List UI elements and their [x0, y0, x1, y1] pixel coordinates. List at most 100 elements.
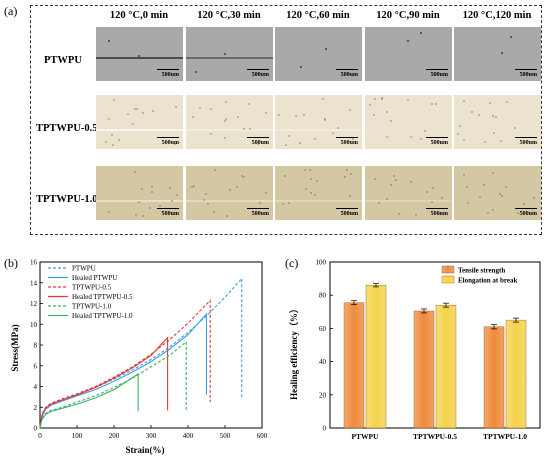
speckle [489, 102, 491, 104]
speckle [478, 114, 480, 116]
speckle [105, 141, 107, 143]
speckle [203, 199, 205, 201]
plot-frame [329, 261, 541, 429]
speckle [265, 112, 267, 114]
legend-label: TPTWPU-1.0 [72, 303, 112, 311]
scale-label: 500um [430, 211, 448, 217]
speckle [288, 135, 290, 137]
speckle [325, 48, 327, 50]
speckle [505, 186, 507, 188]
speckle [299, 142, 301, 144]
speckle [174, 143, 176, 145]
micrograph-2-4: 500um [454, 166, 541, 220]
speckle [149, 207, 151, 209]
speckle [138, 201, 140, 203]
column-header-90min: 120 °C,90 min [376, 10, 440, 21]
y-tick-label: 40 [319, 358, 327, 366]
scale-label: 500um [519, 211, 537, 217]
speckle [395, 179, 397, 181]
legend-label: PTWPU [72, 265, 96, 273]
scale-bar [157, 68, 179, 70]
speckle [483, 184, 485, 186]
speckle [346, 169, 348, 171]
speckle [492, 172, 494, 174]
micrograph-2-3: 500um [365, 166, 452, 220]
micrograph-1-0: 500um [96, 95, 183, 149]
y-tick-label: 14 [30, 279, 38, 287]
series-line-1 [39, 312, 208, 429]
speckle [310, 192, 312, 194]
speckle [195, 71, 197, 73]
speckle [373, 114, 375, 116]
bar-2-0 [483, 326, 505, 429]
speckle [248, 103, 250, 105]
speckle [374, 178, 376, 180]
speckle [176, 194, 178, 196]
scale-label: 500um [430, 72, 448, 78]
speckle [501, 195, 503, 197]
x-tick-label: 600 [257, 432, 268, 440]
speckle [151, 186, 153, 188]
speckle [431, 103, 433, 105]
scale-bar [336, 68, 358, 70]
speckle [175, 106, 177, 108]
y-tick-label: 100 [316, 259, 327, 267]
speckle [161, 211, 163, 213]
speckle [374, 98, 376, 100]
y-tick-label: 10 [30, 321, 38, 329]
speckle [135, 214, 137, 216]
speckle [431, 201, 433, 203]
speckle [265, 192, 267, 194]
legend-label: Healed TPTWPU-0.5 [72, 293, 133, 301]
speckle [349, 195, 351, 197]
bar-0-1 [365, 285, 387, 429]
speckle [127, 113, 129, 115]
scale-bar [515, 207, 537, 209]
speckle [225, 101, 227, 103]
speckle [393, 175, 395, 177]
speckle [224, 53, 226, 55]
speckle [352, 138, 354, 140]
speckle [492, 209, 494, 211]
category-label: TPTWPU-1.0 [483, 432, 527, 441]
speckle [310, 178, 312, 180]
panel-c-tag: (c) [285, 256, 299, 270]
speckle [229, 189, 231, 191]
scale-bar [426, 207, 448, 209]
scale-label: 500um [251, 211, 269, 217]
legend-label: Tensile strength [458, 267, 505, 275]
bar-1-1 [435, 304, 457, 429]
y-tick-label: 6 [34, 362, 38, 370]
speckle [390, 120, 392, 122]
speckle [159, 205, 161, 207]
speckle [332, 132, 334, 134]
micrograph-1-3: 500um [365, 95, 452, 149]
scale-label: 500um [161, 140, 179, 146]
speckle [350, 173, 352, 175]
speckle [501, 52, 503, 54]
speckle [517, 212, 519, 214]
speckle [192, 116, 194, 118]
speckle [381, 98, 383, 100]
speckle [236, 186, 238, 188]
panel-a-frame [30, 5, 542, 235]
x-tick-label: 300 [146, 432, 157, 440]
legend-label: Elongation at break [458, 277, 517, 285]
series-line-5 [39, 372, 139, 429]
speckle [295, 115, 297, 117]
speckle [171, 200, 173, 202]
scale-bar [336, 207, 358, 209]
speckle [344, 176, 346, 178]
micrograph-2-1: 500um [186, 166, 273, 220]
speckle [284, 175, 286, 177]
speckle [314, 138, 316, 140]
scale-bar [247, 136, 269, 138]
speckle [108, 40, 110, 42]
x-tick-label: 500 [220, 432, 231, 440]
speckle [241, 175, 243, 177]
speckle [337, 127, 339, 129]
speckle [138, 55, 140, 57]
scale-bar [247, 68, 269, 70]
series-line-2 [39, 299, 211, 429]
speckle [152, 110, 154, 112]
